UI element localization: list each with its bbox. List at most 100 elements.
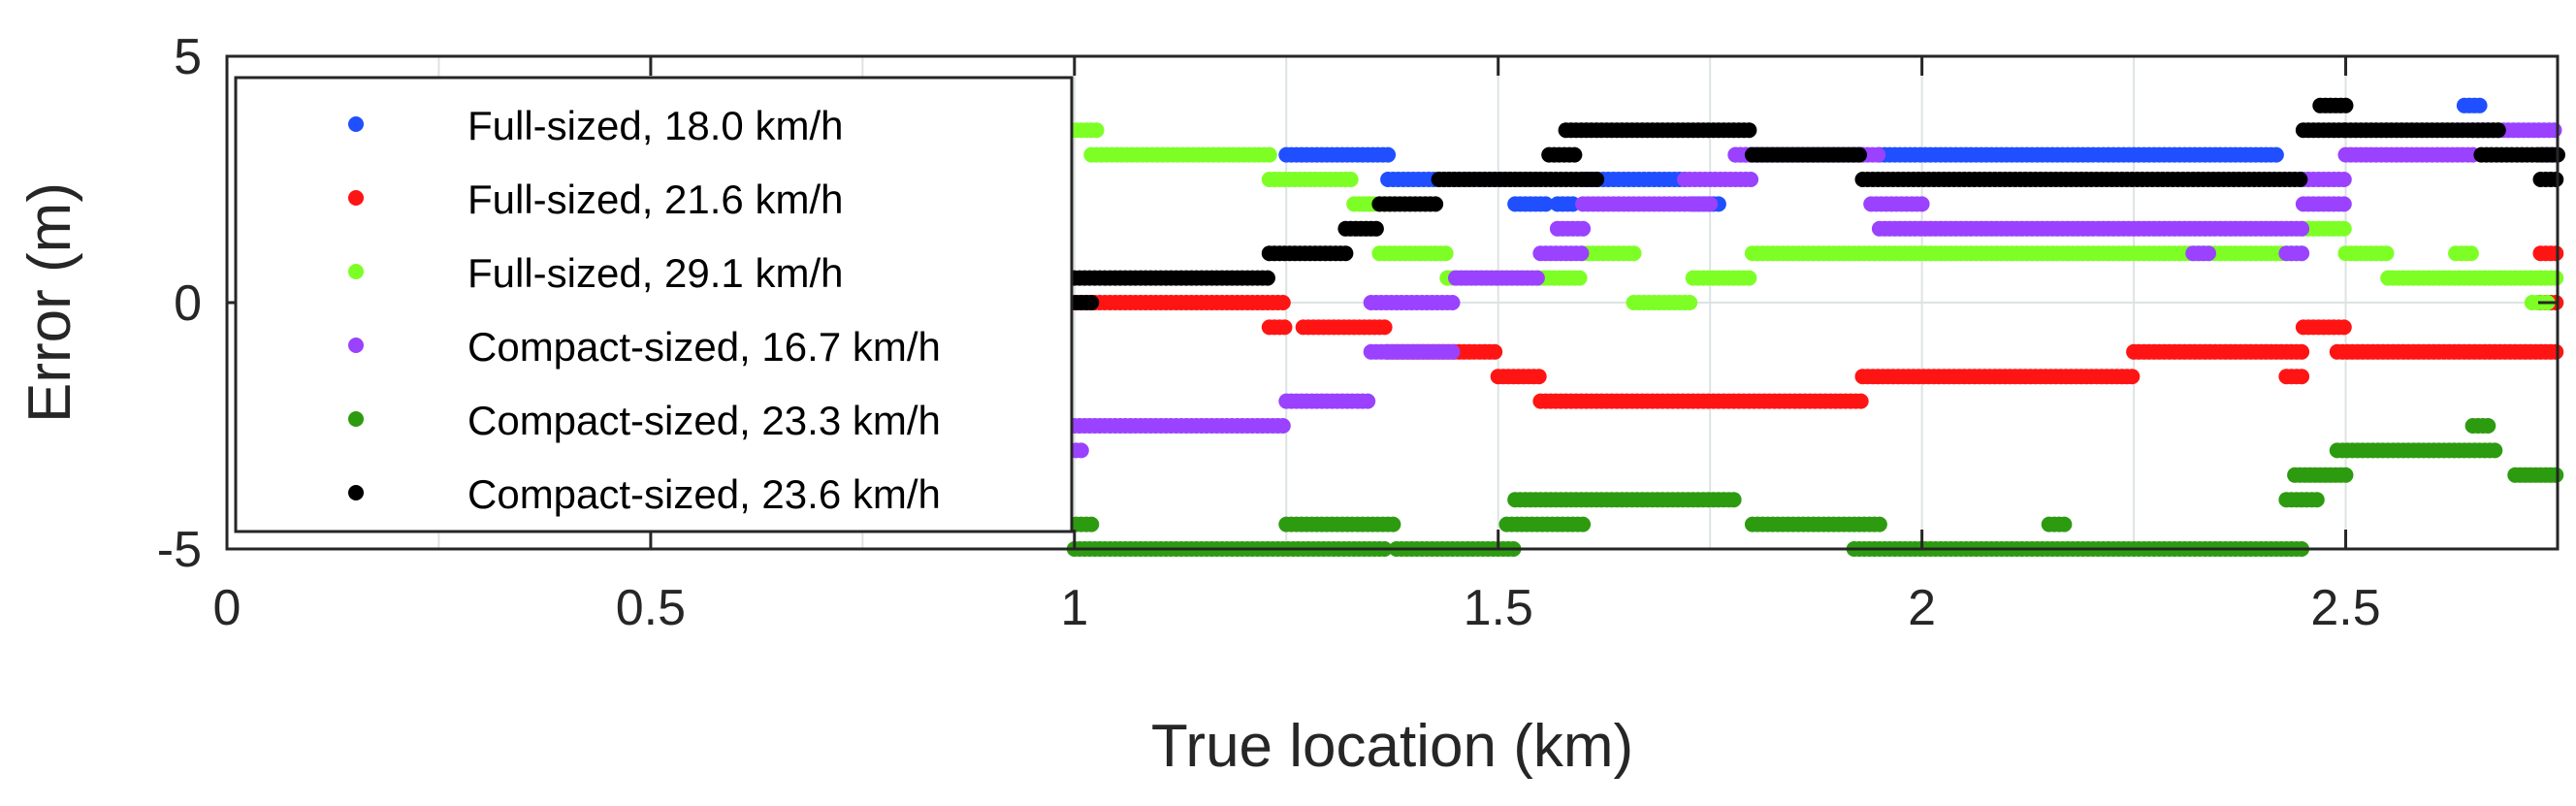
x-tick-label: 1 [1060,580,1088,636]
data-point [2056,516,2073,532]
legend-marker [348,485,364,500]
data-point [2292,172,2308,187]
y-tick-label: 0 [174,275,202,332]
data-point [2294,220,2310,237]
series-4-points [1058,122,2562,459]
data-point [1626,245,1642,262]
y-axis-label: Error (m) [16,182,83,423]
data-point [1852,146,1867,163]
data-point [2490,122,2506,139]
series-6-points [1058,97,2565,310]
data-point [1337,245,1354,262]
x-tick-label: 0.5 [616,580,686,636]
legend-entry-label: Full-sized, 21.6 km/h [467,177,843,222]
x-tick-label: 0 [213,580,242,636]
data-point [2308,492,2325,508]
legend-marker [348,338,364,353]
data-point [2548,270,2564,286]
data-point [1444,343,1461,360]
data-point [1487,343,1503,360]
data-point [1702,196,1719,212]
x-axis-label: True location (km) [1151,713,1633,780]
plot-area [227,56,2565,557]
data-point [2337,467,2354,483]
data-point [1274,418,1291,434]
data-point [2548,172,2564,187]
data-point [1589,172,1605,187]
axis-ticks: 0 0.5 1 1.5 2 2.550-5 [157,29,2558,636]
data-point [1852,393,1869,409]
data-point [2548,245,2564,262]
x-tick-label: 2.5 [2310,580,2380,636]
data-point [2337,97,2354,113]
data-point [1871,516,1887,532]
data-point [2480,418,2496,434]
legend-entry-label: Compact-sized, 16.7 km/h [467,324,941,370]
legend-box [234,76,1074,533]
legend-marker [348,411,364,427]
data-point [2124,369,2141,385]
data-point [2378,245,2395,262]
y-tick-label: 5 [174,29,202,85]
data-point [1368,220,1384,237]
data-point [1575,516,1592,532]
data-point [2268,146,2284,163]
data-point [2471,97,2488,113]
data-point [1428,196,1444,212]
data-point [2487,442,2503,459]
legend-marker [348,190,364,206]
series-5-points [1058,418,2564,557]
data-point [2201,245,2216,262]
legend-entry-label: Compact-sized, 23.6 km/h [467,471,941,517]
legend: Full-sized, 18.0 km/h Full-sized, 21.6 km… [234,76,1074,533]
data-point [1261,146,1277,163]
data-point [1083,516,1100,532]
data-point [1276,319,1293,336]
data-point [2294,369,2310,385]
data-point [1530,369,1547,385]
data-point [1914,196,1930,212]
data-point [2335,220,2352,237]
legend-marker [348,116,364,132]
legend-entry-label: Full-sized, 18.0 km/h [467,103,843,148]
data-point [1342,172,1359,187]
data-point [1083,295,1100,310]
series-2-points [1066,245,2564,409]
data-point [1566,146,1583,163]
legend-entry-label: Compact-sized, 23.3 km/h [467,398,941,443]
data-point [2546,122,2562,139]
data-point [1437,245,1454,262]
data-point [1870,146,1886,163]
data-point [1274,295,1291,310]
data-point [1385,516,1401,532]
data-point [1537,196,1554,212]
data-point [1529,270,1545,286]
data-point [1073,442,1089,459]
data-point [1743,172,1759,187]
data-point [1725,492,1742,508]
x-tick-label: 1.5 [1464,580,1533,636]
data-point [1260,270,1275,286]
legend-entry-label: Full-sized, 29.1 km/h [467,250,843,296]
data-point [2294,343,2310,360]
data-point [1571,270,1588,286]
data-point [2463,245,2479,262]
data-point [1376,319,1393,336]
data-point [2335,319,2352,336]
data-point [1741,122,1757,139]
data-point [2548,467,2564,483]
data-point [1360,393,1376,409]
data-point [1575,220,1592,237]
data-point [2335,196,2352,212]
data-point [1573,245,1590,262]
data-point [1380,146,1397,163]
data-point [2294,245,2310,262]
data-point [1741,270,1757,286]
data-point [2548,343,2564,360]
data-point [1088,122,1105,139]
y-tick-label: -5 [157,522,202,578]
data-point [2335,172,2352,187]
data-point [1682,295,1698,310]
legend-marker [348,264,364,279]
